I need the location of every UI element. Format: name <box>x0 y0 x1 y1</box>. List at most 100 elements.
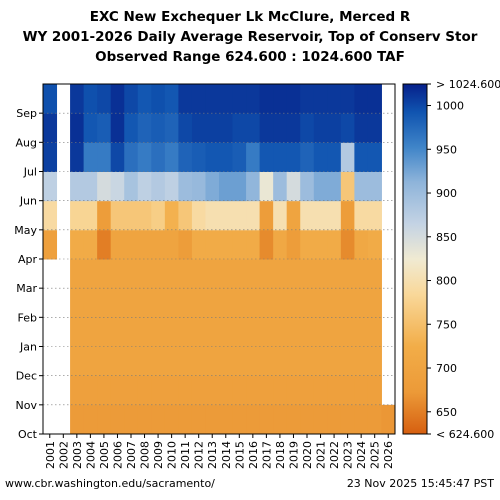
heatmap-cell <box>327 259 342 289</box>
heatmap-cell <box>367 346 382 377</box>
heatmap-cell <box>354 142 369 172</box>
heatmap-cell <box>259 375 274 406</box>
heatmap-cell <box>97 317 112 347</box>
heatmap-cell <box>43 84 58 114</box>
colorbar-tick-label: 1000 <box>436 100 464 113</box>
heatmap-cell <box>43 142 58 172</box>
heatmap-cell <box>300 171 315 202</box>
heatmap-cell <box>286 259 301 289</box>
heatmap-cell <box>205 317 220 347</box>
heatmap-cell <box>340 84 355 114</box>
heatmap-cell <box>178 346 193 377</box>
heatmap-cell <box>354 317 369 347</box>
heatmap-cell <box>327 200 342 231</box>
heatmap-cell <box>70 404 85 434</box>
heatmap-cell <box>137 375 152 406</box>
heatmap-cell <box>191 288 206 318</box>
heatmap-cell <box>246 113 261 143</box>
heatmap-cell <box>259 288 274 318</box>
heatmap-cell <box>300 404 315 434</box>
heatmap-cell <box>191 142 206 172</box>
colorbar-tick-label: 750 <box>436 318 457 331</box>
heatmap-cells <box>43 84 395 434</box>
heatmap-cell <box>83 229 98 260</box>
heatmap-cell <box>300 200 315 231</box>
grid-lines <box>43 112 395 435</box>
heatmap-cell <box>286 375 301 406</box>
heatmap-cell <box>70 288 85 318</box>
heatmap-cell <box>70 346 85 377</box>
heatmap-cell <box>178 113 193 143</box>
heatmap-cell <box>259 229 274 260</box>
heatmap-cell <box>137 317 152 347</box>
heatmap-cell <box>97 288 112 318</box>
heatmap-cell <box>178 229 193 260</box>
x-tick-label: 2005 <box>98 441 111 469</box>
heatmap-cell <box>70 200 85 231</box>
heatmap-cell <box>83 375 98 406</box>
heatmap-cell <box>354 113 369 143</box>
heatmap-cell <box>97 84 112 114</box>
heatmap-cell <box>124 346 139 377</box>
heatmap-cell <box>273 200 288 231</box>
heatmap-cell <box>151 200 166 231</box>
heatmap-cell <box>191 229 206 260</box>
heatmap-cell <box>164 317 179 347</box>
x-tick-label: 2018 <box>274 441 287 469</box>
heatmap-cell <box>191 113 206 143</box>
heatmap-cell <box>340 200 355 231</box>
heatmap-cell <box>286 404 301 434</box>
heatmap-cell <box>327 288 342 318</box>
heatmap-cell <box>219 259 234 289</box>
x-tick-label: 2012 <box>193 441 206 469</box>
heatmap-cell <box>367 317 382 347</box>
y-tick-label: Apr <box>18 253 38 266</box>
heatmap-cell <box>97 346 112 377</box>
y-tick-label: Aug <box>16 136 37 149</box>
heatmap-cell <box>273 288 288 318</box>
heatmap-cell <box>137 84 152 114</box>
x-tick-label: 2025 <box>369 441 382 469</box>
heatmap-cell <box>246 171 261 202</box>
heatmap-cell <box>205 375 220 406</box>
heatmap-cell <box>327 346 342 377</box>
heatmap-cell <box>340 229 355 260</box>
heatmap-cell <box>259 142 274 172</box>
heatmap-cell <box>327 229 342 260</box>
heatmap-cell <box>110 259 125 289</box>
heatmap-cell <box>70 375 85 406</box>
heatmap-cell <box>354 346 369 377</box>
heatmap-cell <box>164 259 179 289</box>
heatmap-cell <box>273 113 288 143</box>
heatmap-cell <box>97 375 112 406</box>
heatmap-cell <box>219 200 234 231</box>
heatmap-cell <box>83 317 98 347</box>
colorbar-end-label: < 624.600 <box>436 428 494 441</box>
heatmap-cell <box>327 113 342 143</box>
heatmap-cell <box>97 259 112 289</box>
heatmap-cell <box>300 229 315 260</box>
heatmap-cell <box>313 229 328 260</box>
heatmap-cell <box>124 404 139 434</box>
heatmap-cell <box>205 288 220 318</box>
heatmap-cell <box>219 346 234 377</box>
heatmap-cell <box>219 142 234 172</box>
heatmap-cell <box>367 142 382 172</box>
heatmap-cell <box>70 84 85 114</box>
heatmap-cell <box>340 404 355 434</box>
heatmap-cell <box>178 142 193 172</box>
heatmap-cell <box>381 404 395 434</box>
heatmap-cell <box>151 346 166 377</box>
heatmap-cell <box>340 142 355 172</box>
y-tick-label: Jun <box>19 195 37 208</box>
heatmap-cell <box>205 346 220 377</box>
heatmap-cell <box>43 229 58 260</box>
heatmap-cell <box>219 113 234 143</box>
source-url[interactable]: www.cbr.washington.edu/sacramento/ <box>5 477 215 490</box>
heatmap-cell <box>151 375 166 406</box>
heatmap-cell <box>83 200 98 231</box>
heatmap-cell <box>313 259 328 289</box>
heatmap-cell <box>178 317 193 347</box>
heatmap-cell <box>327 404 342 434</box>
